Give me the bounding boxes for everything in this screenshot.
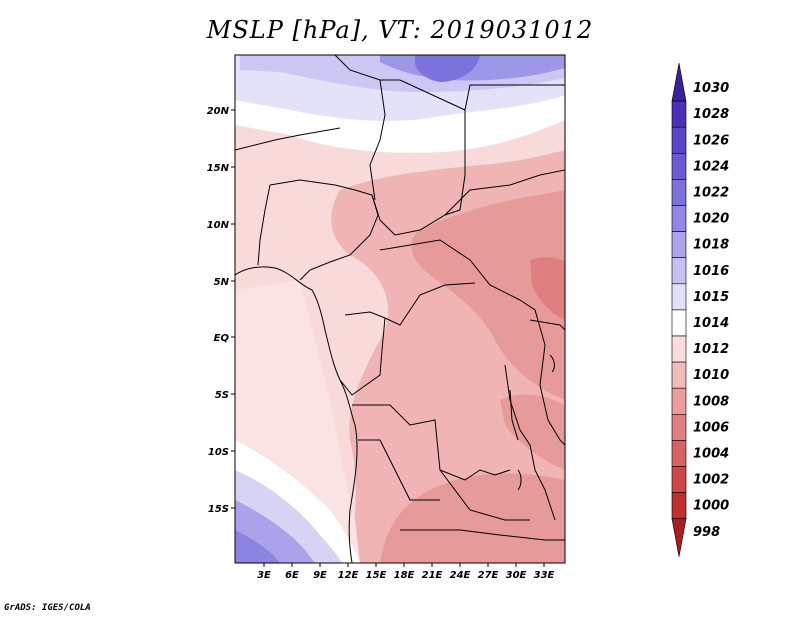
- country-borders: [235, 55, 565, 563]
- colorbar-segment: [671, 413, 687, 441]
- colorbar-label: 1002: [693, 473, 729, 488]
- colorbar-segment: [671, 62, 687, 102]
- lon-label: 3E: [257, 570, 271, 581]
- lon-label: 18E: [394, 570, 415, 581]
- colorbar-segment: [671, 440, 687, 467]
- lon-label: 24E: [450, 570, 471, 581]
- grads-credit: GrADS: IGES/COLA: [4, 603, 91, 613]
- colorbar-segment: [671, 283, 687, 311]
- lat-label: 10N: [207, 220, 230, 231]
- colorbar-label: 1024: [693, 159, 729, 174]
- lon-label: 15E: [366, 570, 387, 581]
- lon-axis: 3E 6E 9E 12E 15E 18E 21E 24E 27E 30E 33E: [257, 563, 555, 581]
- colorbar-segment: [671, 361, 687, 389]
- colorbar-label: 1026: [693, 133, 729, 148]
- map-frame: [234, 54, 566, 564]
- lon-label: 30E: [506, 570, 527, 581]
- colorbar-label: 1012: [693, 342, 729, 357]
- lon-label: 6E: [285, 570, 299, 581]
- lon-label: 21E: [422, 570, 443, 581]
- colorbar-label: 1000: [693, 499, 729, 514]
- colorbar-label: 1006: [693, 420, 729, 435]
- colorbar-segment: [671, 126, 687, 154]
- lon-label: 33E: [534, 570, 555, 581]
- colorbar-label: 1030: [693, 81, 729, 96]
- colorbar-label: 1010: [693, 368, 729, 383]
- colorbar-label: 1015: [693, 290, 729, 305]
- colorbar-segment: [671, 205, 687, 232]
- colorbar-segment: [671, 100, 687, 128]
- lat-label: 5N: [214, 277, 230, 288]
- lat-label: EQ: [214, 333, 230, 344]
- colorbar-label: 1022: [693, 185, 729, 200]
- colorbar-segment: [671, 492, 687, 520]
- colorbar-segment: [671, 179, 687, 206]
- lat-label: 10S: [208, 447, 229, 458]
- colorbar-segment: [671, 335, 687, 363]
- colorbar-label: 1028: [693, 107, 729, 122]
- lon-label: 12E: [338, 570, 359, 581]
- lat-label: 15N: [207, 163, 230, 174]
- colorbar-segment: [671, 387, 687, 415]
- colorbar-segment: [671, 309, 687, 337]
- lon-label: 9E: [313, 570, 327, 581]
- colorbar-segment: [671, 153, 687, 180]
- colorbar-segment: [671, 518, 687, 557]
- colorbar-label: 1020: [693, 212, 729, 227]
- colorbar-label: 1016: [693, 264, 729, 279]
- lat-axis: 20N 15N 10N 5N EQ 5S 10S 15S: [207, 106, 235, 515]
- lat-label: 20N: [207, 106, 230, 117]
- colorbar-segment: [671, 466, 687, 493]
- colorbar: 1030 1028 1026 1024 1022 1020 1018 1016 1015 1014…: [671, 62, 729, 557]
- map-title: MSLP [hPa], VT: 2019031012: [206, 16, 594, 44]
- pressure-field: [235, 55, 565, 563]
- lon-label: 27E: [478, 570, 499, 581]
- colorbar-segment: [671, 231, 687, 259]
- colorbar-label: 1018: [693, 238, 729, 253]
- lat-label: 5S: [215, 390, 229, 401]
- colorbar-label: 1008: [693, 394, 729, 409]
- lat-label: 15S: [208, 504, 229, 515]
- colorbar-label: 1004: [693, 446, 729, 461]
- colorbar-segment: [671, 257, 687, 285]
- colorbar-label: 998: [693, 525, 720, 540]
- colorbar-label: 1014: [693, 316, 729, 331]
